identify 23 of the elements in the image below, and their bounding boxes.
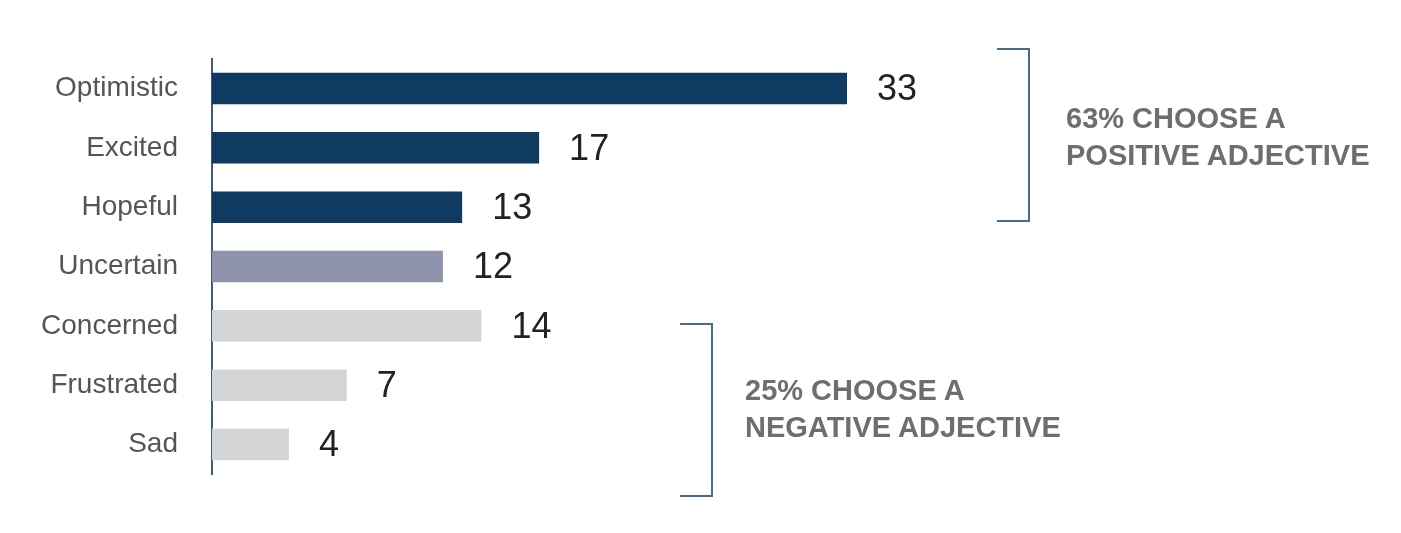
text: 63% CHOOSE A POSITIVE ADJECTIVE xyxy=(1066,101,1371,173)
bar xyxy=(212,310,482,342)
data-label: 33 xyxy=(877,67,918,109)
data-label: 17 xyxy=(569,126,610,168)
y-tick-label: Frustrated xyxy=(50,367,178,399)
y-tick-label: Hopeful xyxy=(81,189,178,221)
data-label: 7 xyxy=(376,364,397,406)
y-tick-label: Optimistic xyxy=(55,71,178,103)
y-tick-label: Sad xyxy=(128,427,178,459)
y-tick-label: Uncertain xyxy=(58,249,178,281)
annotation: 25% CHOOSE A NEGATIVE ADJECTIVE xyxy=(745,373,1062,445)
bar xyxy=(212,428,289,461)
data-label: 4 xyxy=(318,423,339,465)
bar xyxy=(212,250,443,283)
bar xyxy=(212,72,847,105)
data-label: 14 xyxy=(511,304,552,346)
bar xyxy=(212,191,463,223)
bar xyxy=(212,132,540,164)
y-tick-label: Excited xyxy=(86,130,178,162)
bar xyxy=(212,369,347,401)
y-tick-label: Concerned xyxy=(41,308,178,340)
data-label: 13 xyxy=(492,186,533,228)
data-label: 12 xyxy=(472,245,513,287)
